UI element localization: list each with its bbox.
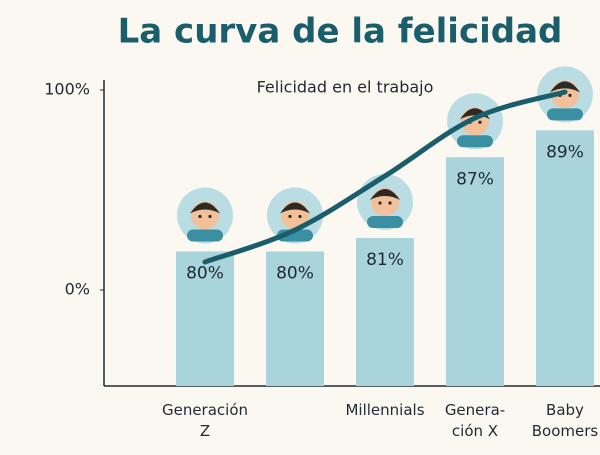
- avatar-hair: [370, 189, 400, 200]
- avatar-hair: [280, 202, 310, 214]
- value-label: 80%: [276, 263, 314, 283]
- chart-title: La curva de la felicidad: [118, 12, 563, 52]
- avatar-eye: [298, 214, 302, 219]
- avatar-eye: [288, 214, 292, 219]
- series-label: Felicidad en el trabajo: [257, 78, 434, 97]
- avatar-eye: [388, 201, 392, 205]
- avatar: [177, 187, 233, 244]
- avatar-eye: [198, 214, 202, 219]
- avatar-shirt: [187, 229, 223, 242]
- avatar-hair: [460, 108, 490, 120]
- bar: [176, 251, 234, 386]
- x-tick-label: Genera- ción X: [444, 401, 506, 440]
- bar: [536, 130, 594, 386]
- value-label: 81%: [366, 250, 404, 270]
- avatar: [447, 93, 503, 150]
- avatar-hair: [190, 202, 220, 214]
- avatar-eye: [478, 120, 482, 124]
- avatar: [267, 187, 323, 244]
- x-tick-label: Generación Z: [161, 401, 249, 440]
- x-tick-label: Millennials: [345, 401, 425, 419]
- bar: [446, 157, 504, 386]
- line: [202, 89, 568, 265]
- value-label: 80%: [186, 263, 224, 283]
- avatar-eye: [378, 201, 382, 205]
- avatar-hair: [550, 81, 580, 93]
- avatar-eye: [208, 214, 212, 219]
- avatar-shirt: [367, 216, 403, 228]
- x-tick-label: Baby Boomers: [531, 401, 599, 440]
- avatar-shirt: [457, 135, 493, 148]
- y-tick-label: 100%: [44, 80, 90, 99]
- avatar-eye: [568, 93, 572, 97]
- avatar: [357, 174, 413, 230]
- y-tick-label: 0%: [65, 280, 90, 299]
- value-label: 89%: [546, 142, 584, 162]
- value-label: 87%: [456, 169, 494, 189]
- bar: [266, 251, 324, 386]
- bar: [356, 238, 414, 386]
- avatar-shirt: [547, 108, 583, 121]
